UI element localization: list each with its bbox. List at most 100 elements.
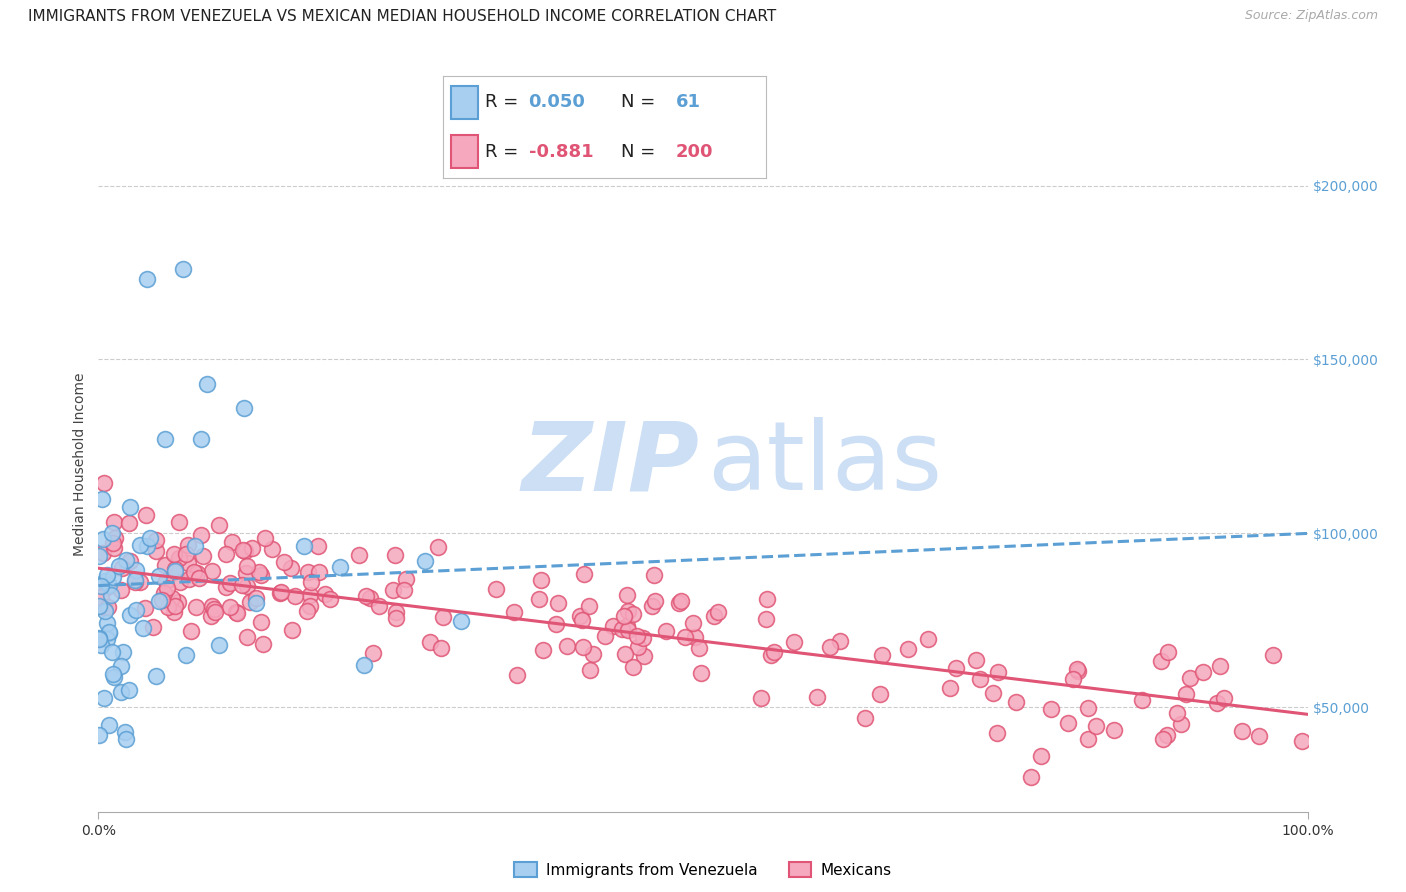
Point (120, 554, 142, 568)
Point (163, 605, 186, 619)
Point (215, 547, 238, 561)
Point (97, 599, 120, 614)
Point (89, 632, 111, 646)
Point (208, 638, 231, 652)
Point (314, 586, 336, 600)
Text: 61: 61 (676, 94, 700, 112)
Point (167, 515, 190, 529)
Point (245, 596, 267, 610)
Point (703, 609, 725, 624)
Point (90, 590, 112, 604)
Point (755, 611, 778, 625)
Point (1191, 665, 1213, 680)
Point (135, 508, 157, 522)
Point (602, 619, 624, 633)
Point (110, 583, 132, 598)
Point (134, 600, 156, 615)
Point (450, 614, 472, 628)
Point (668, 596, 690, 610)
Point (582, 648, 605, 662)
Point (186, 566, 208, 580)
Point (193, 549, 215, 563)
Point (270, 585, 292, 599)
Point (1174, 687, 1197, 701)
Point (200, 564, 222, 578)
Point (690, 666, 713, 681)
Point (633, 648, 655, 663)
Point (204, 601, 226, 615)
Point (669, 594, 692, 608)
Point (870, 648, 893, 663)
Point (818, 640, 841, 654)
Point (103, 535, 125, 549)
Point (145, 669, 167, 683)
Point (485, 582, 508, 596)
Point (245, 591, 267, 605)
Point (128, 574, 150, 589)
Point (1062, 672, 1084, 686)
Point (89, 728, 111, 742)
Point (156, 600, 179, 615)
Point (225, 605, 247, 619)
Point (295, 604, 318, 618)
Point (763, 645, 786, 659)
Point (98, 717, 121, 731)
Point (180, 624, 202, 639)
Point (395, 572, 418, 586)
Point (675, 630, 697, 644)
Point (655, 624, 678, 638)
Point (163, 547, 186, 561)
Point (1178, 671, 1201, 685)
Point (167, 595, 190, 609)
Text: N =: N = (621, 94, 661, 112)
Point (226, 606, 249, 620)
Point (506, 668, 529, 682)
Point (1156, 728, 1178, 742)
Point (93, 600, 115, 615)
Point (97, 578, 120, 592)
Point (382, 582, 405, 597)
Text: atlas: atlas (707, 417, 942, 510)
Point (413, 554, 436, 568)
Point (118, 516, 141, 530)
Point (98, 626, 121, 640)
Point (132, 621, 155, 635)
Point (617, 604, 640, 618)
Point (965, 653, 987, 667)
Point (176, 547, 198, 561)
Point (93, 690, 115, 705)
Legend: Immigrants from Venezuela, Mexicans: Immigrants from Venezuela, Mexicans (508, 856, 898, 884)
Point (150, 593, 173, 607)
Point (136, 539, 159, 553)
Point (148, 569, 170, 583)
Point (384, 548, 406, 562)
FancyBboxPatch shape (451, 136, 478, 168)
Point (682, 616, 704, 631)
Point (1077, 731, 1099, 746)
Point (169, 575, 191, 590)
Point (432, 610, 454, 624)
Point (188, 571, 211, 585)
Point (626, 629, 648, 643)
Point (104, 532, 127, 546)
Point (349, 548, 371, 562)
Point (219, 599, 242, 614)
Point (179, 572, 201, 586)
Point (190, 433, 212, 447)
Point (280, 560, 302, 574)
Point (114, 552, 136, 566)
Point (103, 541, 125, 556)
Point (87, 549, 110, 564)
Point (235, 579, 257, 593)
Point (110, 658, 132, 673)
Point (145, 544, 167, 558)
Point (142, 620, 165, 634)
Point (986, 726, 1008, 740)
Point (969, 672, 991, 686)
Text: 200: 200 (676, 143, 713, 161)
Point (1039, 702, 1062, 716)
Point (115, 731, 138, 746)
Point (177, 557, 200, 571)
Point (93, 604, 115, 618)
Point (145, 533, 167, 547)
